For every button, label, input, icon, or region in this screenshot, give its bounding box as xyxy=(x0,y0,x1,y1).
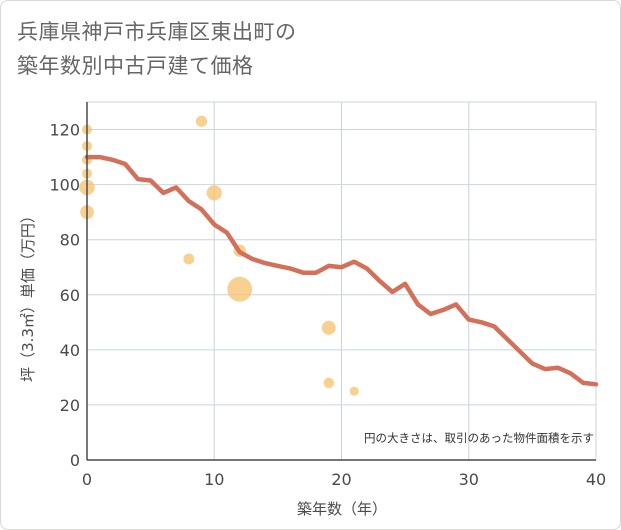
bubble-point xyxy=(227,276,253,302)
bubble-point xyxy=(323,377,334,389)
bubble-point xyxy=(349,386,359,396)
price-line-layer xyxy=(84,154,599,387)
axes xyxy=(86,102,596,461)
grid-lines xyxy=(86,101,597,461)
chart-title-line-1: 兵庫県神戸市兵庫区東出町の xyxy=(17,20,297,44)
x-tick-label: 10 xyxy=(204,470,224,489)
x-tick-label: 20 xyxy=(331,470,351,489)
y-tick-label: 120 xyxy=(49,121,80,140)
tick-labels: 0 20 40 60 80 100 120 0 10 20 30 40 xyxy=(49,121,606,489)
y-tick-label: 20 xyxy=(60,396,80,415)
bubbles xyxy=(79,115,359,396)
chart-title-line-2: 築年数別中古戸建て価格 xyxy=(17,54,254,78)
bubble-point xyxy=(321,320,336,335)
y-tick-label: 80 xyxy=(60,231,80,250)
chart-title: 兵庫県神戸市兵庫区東出町の 築年数別中古戸建て価格 xyxy=(17,15,297,83)
bubble-point xyxy=(195,115,208,127)
x-tick-label: 40 xyxy=(586,470,606,489)
bubble-point xyxy=(206,185,222,201)
bubble-point xyxy=(183,253,195,265)
y-tick-label: 100 xyxy=(49,176,80,195)
y-tick-label: 60 xyxy=(60,286,80,305)
y-axis-label: 坪（3.3㎡）単価（万円） xyxy=(19,208,37,382)
y-tick-label: 40 xyxy=(60,341,80,360)
x-tick-label: 0 xyxy=(82,470,92,489)
x-tick-label: 30 xyxy=(459,470,479,489)
price-line xyxy=(84,154,599,387)
bubble-size-note: 円の大きさは、取引のあった物件面積を示す xyxy=(364,431,594,445)
y-tick-label: 0 xyxy=(70,451,80,470)
x-axis-label: 築年数（年） xyxy=(297,500,387,518)
